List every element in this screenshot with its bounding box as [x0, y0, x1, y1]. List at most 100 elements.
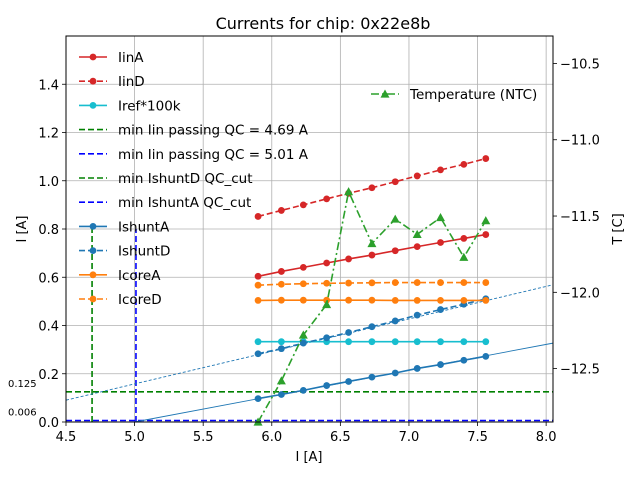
data-point [344, 187, 354, 196]
data-point [413, 365, 421, 372]
series-ishuntd [254, 295, 490, 358]
legend-label: IshuntA [118, 219, 170, 235]
data-point [323, 334, 331, 342]
y2-axis-label: T [C] [611, 213, 626, 245]
y2-tick-label: −12.0 [560, 286, 600, 301]
legend-marker [89, 102, 97, 109]
y2-tick-label: −11.5 [560, 210, 600, 225]
data-point [437, 279, 444, 286]
data-point [436, 213, 446, 222]
threshold-value-label: 0.006 [8, 408, 37, 419]
legend-entry: IcoreD [79, 292, 162, 308]
data-point [482, 231, 490, 238]
data-point [459, 252, 469, 261]
data-point [482, 338, 490, 346]
chart-title: Currents for chip: 0x22e8b [216, 14, 431, 33]
legend-marker [89, 247, 97, 255]
data-point [391, 369, 399, 377]
legend-marker [380, 89, 390, 98]
data-point [277, 338, 285, 346]
data-point [368, 373, 376, 381]
data-point [390, 214, 400, 223]
data-point [254, 350, 262, 358]
data-point [391, 338, 399, 346]
data-point [277, 207, 285, 214]
legend-label: min Iin passing QC = 5.01 A [118, 147, 309, 163]
series-icored [254, 279, 490, 289]
y-axis-label: I [A] [15, 215, 30, 242]
legend-entry: IshuntA [79, 219, 170, 235]
threshold-value-label: 0.125 [8, 379, 37, 390]
data-point [254, 297, 262, 304]
legend-label: IcoreA [118, 268, 161, 284]
fit-line [65, 284, 554, 401]
x-tick-label: 7.5 [467, 430, 488, 445]
data-point [345, 329, 352, 336]
series-icorea [254, 296, 490, 304]
data-point [368, 323, 376, 331]
data-point [345, 338, 352, 346]
y-tick-label: 1.2 [38, 127, 59, 142]
threshold-lines [66, 229, 553, 422]
data-point [437, 239, 444, 246]
y-tick-label: 1.4 [38, 78, 59, 93]
x-tick-label: 4.5 [56, 430, 77, 445]
data-point [299, 386, 307, 394]
data-point [413, 297, 421, 304]
data-point [437, 361, 444, 368]
data-point [277, 296, 285, 304]
data-point [277, 280, 285, 288]
x-tick-label: 7.0 [399, 430, 420, 445]
legend-label: IcoreD [118, 292, 162, 308]
legend-entry: IcoreA [79, 268, 161, 284]
data-point [299, 280, 307, 288]
data-point [323, 382, 331, 389]
data-point [299, 296, 307, 304]
x-tick-label: 5.0 [124, 430, 145, 445]
x-tick-label: 5.5 [193, 430, 214, 445]
data-point [482, 155, 490, 162]
y-tick-label: 0.6 [38, 271, 59, 286]
series-iind [254, 155, 490, 220]
data-point [460, 297, 468, 304]
legend-label: Iref*100k [118, 98, 181, 114]
legend-marker [89, 295, 97, 303]
data-point [368, 296, 376, 304]
data-point [276, 376, 286, 385]
data-point [482, 279, 490, 286]
x-tick-label: 6.5 [330, 430, 351, 445]
data-point [323, 195, 331, 203]
data-point [299, 263, 307, 271]
data-point [345, 378, 352, 385]
legend-marker [89, 53, 97, 61]
legend-marker [89, 223, 97, 230]
data-point [437, 306, 444, 313]
data-point [345, 255, 352, 263]
data-point [323, 279, 331, 287]
legend-label: IinA [118, 50, 144, 66]
data-point [277, 345, 285, 353]
data-point [482, 297, 490, 304]
data-point [460, 160, 468, 168]
y2-tick-label: −12.5 [560, 363, 600, 378]
legend-label: IinD [118, 74, 145, 90]
legend-temperature: Temperature (NTC) [371, 87, 537, 103]
data-point [391, 178, 399, 186]
data-series [253, 155, 491, 426]
legend-label: min Iin passing QC = 4.69 A [118, 123, 309, 139]
legend-marker [89, 271, 97, 279]
legend-label: Temperature (NTC) [409, 87, 537, 103]
data-point [277, 268, 285, 275]
data-point [482, 352, 490, 360]
y-axis-left: 0.0 0.2 0.4 0.6 0.8 1.0 1.2 1.4 [38, 78, 66, 431]
legend-entry: IinD [79, 74, 145, 90]
data-point [412, 229, 422, 238]
data-point [254, 281, 262, 289]
data-point [413, 172, 421, 180]
y-tick-label: 0.8 [38, 223, 59, 238]
x-axis-label: I [A] [295, 450, 322, 465]
data-point [460, 338, 468, 346]
x-axis: 4.5 5.0 5.5 6.0 6.5 7.0 7.5 8.0 [56, 422, 556, 445]
